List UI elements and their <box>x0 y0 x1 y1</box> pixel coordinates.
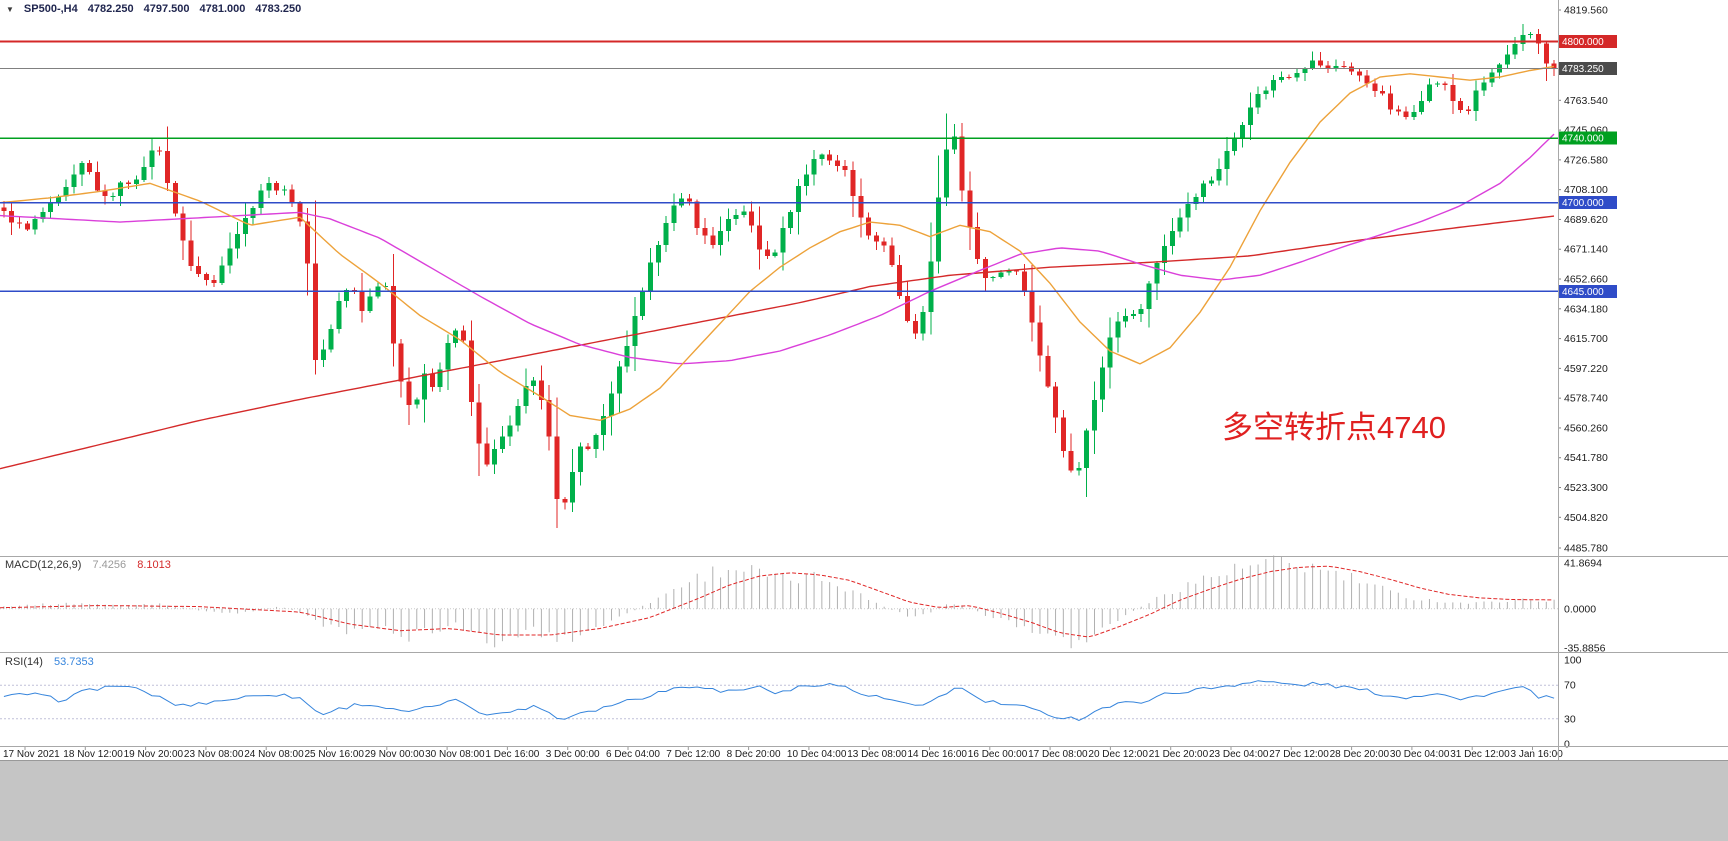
svg-text:30: 30 <box>1564 713 1576 725</box>
svg-text:30 Nov 08:00: 30 Nov 08:00 <box>425 749 485 760</box>
svg-text:4671.140: 4671.140 <box>1564 244 1608 256</box>
svg-text:4504.820: 4504.820 <box>1564 512 1608 524</box>
svg-text:20 Dec 12:00: 20 Dec 12:00 <box>1088 749 1148 760</box>
svg-text:13 Dec 08:00: 13 Dec 08:00 <box>847 749 907 760</box>
svg-text:8 Dec 20:00: 8 Dec 20:00 <box>727 749 781 760</box>
svg-text:3 Jan 16:00: 3 Jan 16:00 <box>1511 749 1564 760</box>
price-level-lines <box>0 40 1558 293</box>
price-level-badges: 4800.000 4740.000 4700.000 4645.000 4783.250 <box>1559 35 1617 298</box>
svg-text:14 Dec 16:00: 14 Dec 16:00 <box>908 749 968 760</box>
time-axis: 17 Nov 2021 18 Nov 12:00 19 Nov 20:00 23 No… <box>3 747 1563 760</box>
symbol-timeframe-label: SP500-,H4 <box>23 3 78 15</box>
svg-text:29 Nov 00:00: 29 Nov 00:00 <box>365 749 425 760</box>
svg-text:4689.620: 4689.620 <box>1564 214 1608 226</box>
svg-text:-35.8856: -35.8856 <box>1564 643 1606 655</box>
svg-text:30 Dec 04:00: 30 Dec 04:00 <box>1390 749 1450 760</box>
svg-text:4597.220: 4597.220 <box>1564 363 1608 375</box>
svg-text:0: 0 <box>1564 739 1570 751</box>
bar-close-value: 4783.250 <box>255 3 302 15</box>
svg-text:41.8694: 41.8694 <box>1564 558 1602 570</box>
svg-text:4726.580: 4726.580 <box>1564 154 1608 166</box>
svg-text:28 Dec 20:00: 28 Dec 20:00 <box>1330 749 1390 760</box>
svg-text:24 Nov 08:00: 24 Nov 08:00 <box>244 749 304 760</box>
macd-label: MACD(12,26,9) 7.4256 8.1013 <box>5 559 171 571</box>
svg-text:4708.100: 4708.100 <box>1564 184 1608 196</box>
svg-text:18 Nov 12:00: 18 Nov 12:00 <box>63 749 123 760</box>
svg-text:4783.250: 4783.250 <box>1562 64 1604 75</box>
svg-text:31 Dec 12:00: 31 Dec 12:00 <box>1450 749 1510 760</box>
svg-text:4740.000: 4740.000 <box>1562 134 1604 145</box>
svg-text:17 Dec 08:00: 17 Dec 08:00 <box>1028 749 1088 760</box>
svg-text:25 Nov 16:00: 25 Nov 16:00 <box>305 749 365 760</box>
rsi-name: RSI(14) <box>5 656 43 668</box>
svg-text:4615.700: 4615.700 <box>1564 333 1608 345</box>
rsi-value: 53.7353 <box>54 656 94 668</box>
svg-text:4819.560: 4819.560 <box>1564 5 1608 17</box>
svg-text:6 Dec 04:00: 6 Dec 04:00 <box>606 749 660 760</box>
bottom-gray-area <box>0 761 1728 841</box>
svg-text:4634.180: 4634.180 <box>1564 303 1608 315</box>
macd-panel-content: 41.8694 0.0000 -35.8856 <box>0 555 1606 655</box>
candlestick-series <box>1 24 1557 528</box>
svg-text:16 Dec 00:00: 16 Dec 00:00 <box>968 749 1028 760</box>
svg-text:27 Dec 12:00: 27 Dec 12:00 <box>1269 749 1329 760</box>
macd-main-value: 7.4256 <box>92 559 126 571</box>
svg-text:23 Dec 04:00: 23 Dec 04:00 <box>1209 749 1269 760</box>
symbol-dropdown-icon[interactable]: ▼ <box>6 4 14 14</box>
rsi-label: RSI(14) 53.7353 <box>5 656 94 668</box>
bar-high-value: 4797.500 <box>143 3 190 15</box>
svg-text:23 Nov 08:00: 23 Nov 08:00 <box>184 749 244 760</box>
price-axis: 4819.5604763.5404745.0604726.5804708.100… <box>1558 5 1608 555</box>
svg-text:19 Nov 20:00: 19 Nov 20:00 <box>124 749 184 760</box>
svg-text:4763.540: 4763.540 <box>1564 95 1608 107</box>
svg-text:1 Dec 16:00: 1 Dec 16:00 <box>485 749 539 760</box>
svg-text:4800.000: 4800.000 <box>1562 37 1604 48</box>
svg-text:0.0000: 0.0000 <box>1564 603 1596 615</box>
svg-text:4541.780: 4541.780 <box>1564 452 1608 464</box>
svg-text:17 Nov 2021: 17 Nov 2021 <box>3 749 60 760</box>
svg-text:4652.660: 4652.660 <box>1564 274 1608 286</box>
bar-low-value: 4781.000 <box>199 3 246 15</box>
svg-text:100: 100 <box>1564 655 1582 667</box>
chart-header: ▼ SP500-,H4 4782.250 4797.500 4781.000 4… <box>6 3 301 15</box>
rsi-panel-content: 100 70 30 0 <box>0 655 1582 751</box>
svg-text:70: 70 <box>1564 680 1576 692</box>
svg-text:4578.740: 4578.740 <box>1564 393 1608 405</box>
bar-open-value: 4782.250 <box>87 3 134 15</box>
svg-text:4645.000: 4645.000 <box>1562 287 1604 298</box>
moving-average-lines <box>0 65 1555 470</box>
macd-signal-value: 8.1013 <box>137 559 171 571</box>
svg-text:4560.260: 4560.260 <box>1564 422 1608 434</box>
svg-text:10 Dec 04:00: 10 Dec 04:00 <box>787 749 847 760</box>
macd-name: MACD(12,26,9) <box>5 559 81 571</box>
svg-text:4523.300: 4523.300 <box>1564 482 1608 494</box>
svg-text:7 Dec 12:00: 7 Dec 12:00 <box>666 749 720 760</box>
svg-text:4485.780: 4485.780 <box>1564 543 1608 555</box>
svg-text:4700.000: 4700.000 <box>1562 198 1604 209</box>
svg-text:3 Dec 00:00: 3 Dec 00:00 <box>546 749 600 760</box>
svg-text:21 Dec 20:00: 21 Dec 20:00 <box>1149 749 1209 760</box>
